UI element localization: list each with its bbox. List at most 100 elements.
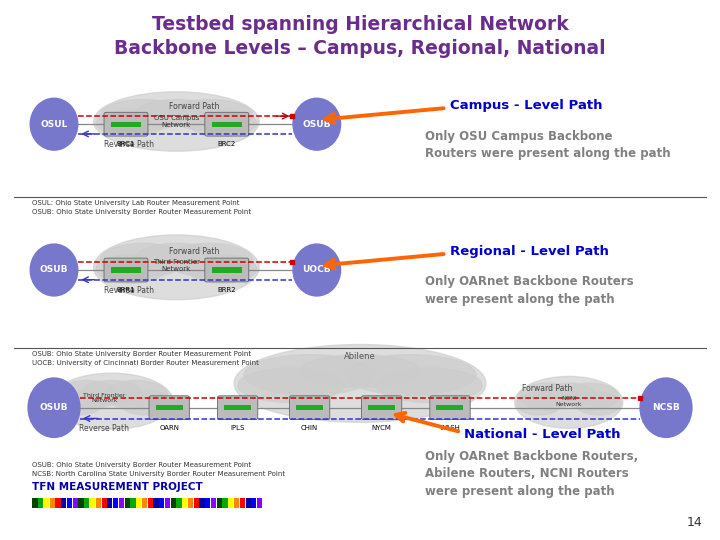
Ellipse shape bbox=[244, 355, 375, 395]
Ellipse shape bbox=[104, 381, 168, 410]
Text: OSUB: OSUB bbox=[40, 403, 68, 412]
Text: BRC1: BRC1 bbox=[117, 141, 135, 147]
Text: NCNI
Network: NCNI Network bbox=[556, 396, 582, 407]
Text: National - Level Path: National - Level Path bbox=[464, 428, 621, 441]
Bar bbox=[119, 498, 124, 508]
Bar bbox=[246, 498, 251, 508]
Bar bbox=[188, 498, 193, 508]
Bar bbox=[171, 498, 176, 508]
Ellipse shape bbox=[576, 392, 621, 415]
Bar bbox=[234, 498, 239, 508]
FancyBboxPatch shape bbox=[104, 112, 148, 136]
Bar bbox=[111, 267, 141, 273]
Text: OSUL: Ohio State University Lab Router Measurement Point: OSUL: Ohio State University Lab Router M… bbox=[32, 200, 240, 206]
Bar bbox=[222, 498, 228, 508]
Text: Forward Path: Forward Path bbox=[522, 383, 572, 393]
Bar bbox=[257, 498, 262, 508]
Text: NCSB: North Carolina State University Border Router Measurement Point: NCSB: North Carolina State University Bo… bbox=[32, 471, 286, 477]
Ellipse shape bbox=[137, 244, 216, 271]
Ellipse shape bbox=[100, 99, 186, 131]
Text: Forward Path: Forward Path bbox=[169, 247, 220, 256]
Bar bbox=[148, 498, 153, 508]
Ellipse shape bbox=[562, 383, 618, 410]
Bar bbox=[78, 498, 84, 508]
Ellipse shape bbox=[120, 390, 171, 415]
Text: Forward Path: Forward Path bbox=[169, 102, 220, 111]
Text: OSUB: OSUB bbox=[40, 266, 68, 274]
Bar bbox=[111, 122, 141, 127]
Bar bbox=[32, 498, 37, 508]
Bar bbox=[102, 498, 107, 508]
Bar bbox=[136, 498, 141, 508]
Ellipse shape bbox=[293, 98, 341, 150]
Text: OSU Campus
Network: OSU Campus Network bbox=[153, 115, 199, 128]
Ellipse shape bbox=[96, 255, 166, 283]
Bar bbox=[176, 498, 181, 508]
Ellipse shape bbox=[28, 378, 80, 437]
Text: Only OARnet Backbone Routers
were present along the path: Only OARnet Backbone Routers were presen… bbox=[425, 275, 634, 306]
Bar bbox=[50, 498, 55, 508]
Bar bbox=[296, 405, 323, 410]
Text: Reverse Path: Reverse Path bbox=[104, 286, 154, 295]
Ellipse shape bbox=[238, 368, 343, 402]
Bar bbox=[73, 498, 78, 508]
Text: 14: 14 bbox=[686, 516, 702, 529]
Text: OARN: OARN bbox=[159, 425, 179, 431]
Text: BRC2: BRC2 bbox=[217, 141, 236, 147]
Ellipse shape bbox=[293, 244, 341, 296]
Bar bbox=[199, 498, 204, 508]
Text: Third Frontier
Network: Third Frontier Network bbox=[84, 393, 125, 403]
Ellipse shape bbox=[94, 235, 259, 300]
Text: Reverse Path: Reverse Path bbox=[79, 424, 129, 433]
Bar bbox=[130, 498, 135, 508]
Ellipse shape bbox=[300, 355, 420, 387]
Text: Reverse Path: Reverse Path bbox=[104, 140, 154, 150]
Text: Campus - Level Path: Campus - Level Path bbox=[450, 99, 603, 112]
Ellipse shape bbox=[94, 92, 259, 151]
Text: BRR2: BRR2 bbox=[217, 287, 236, 293]
Ellipse shape bbox=[345, 355, 476, 395]
FancyBboxPatch shape bbox=[217, 396, 258, 420]
Bar bbox=[224, 405, 251, 410]
Bar bbox=[212, 267, 242, 273]
Text: IPLS: IPLS bbox=[230, 425, 245, 431]
Bar bbox=[194, 498, 199, 508]
Text: OSUB: Ohio State University Border Router Measurement Point: OSUB: Ohio State University Border Route… bbox=[32, 209, 251, 215]
Ellipse shape bbox=[82, 381, 141, 404]
Ellipse shape bbox=[96, 110, 166, 136]
Ellipse shape bbox=[640, 378, 692, 437]
Text: Third Frontier
Network: Third Frontier Network bbox=[153, 259, 200, 272]
FancyBboxPatch shape bbox=[430, 396, 470, 420]
Bar bbox=[251, 498, 256, 508]
Ellipse shape bbox=[53, 390, 104, 415]
Text: BRR1: BRR1 bbox=[117, 287, 135, 293]
Text: NYCM: NYCM bbox=[372, 425, 392, 431]
Text: WASH: WASH bbox=[440, 425, 460, 431]
Ellipse shape bbox=[519, 383, 575, 410]
Text: Regional - Level Path: Regional - Level Path bbox=[450, 245, 609, 258]
Bar bbox=[61, 498, 66, 508]
Bar bbox=[55, 498, 60, 508]
FancyBboxPatch shape bbox=[204, 258, 249, 282]
Ellipse shape bbox=[187, 255, 257, 283]
FancyBboxPatch shape bbox=[104, 258, 148, 282]
Bar bbox=[217, 498, 222, 508]
Bar bbox=[228, 498, 233, 508]
FancyBboxPatch shape bbox=[204, 112, 249, 136]
Bar bbox=[84, 498, 89, 508]
Text: Backbone Levels – Campus, Regional, National: Backbone Levels – Campus, Regional, Nati… bbox=[114, 39, 606, 58]
Bar bbox=[44, 498, 49, 508]
Text: UOCB: University of Cincinnati Border Router Measurement Point: UOCB: University of Cincinnati Border Ro… bbox=[32, 360, 259, 366]
Ellipse shape bbox=[515, 376, 623, 428]
Text: Only OSU Campus Backbone
Routers were present along the path: Only OSU Campus Backbone Routers were pr… bbox=[425, 130, 670, 160]
Text: Abilene: Abilene bbox=[344, 352, 376, 361]
Bar bbox=[96, 498, 101, 508]
Bar bbox=[153, 498, 158, 508]
Ellipse shape bbox=[137, 99, 216, 125]
Ellipse shape bbox=[166, 244, 253, 277]
FancyBboxPatch shape bbox=[289, 396, 330, 420]
Ellipse shape bbox=[166, 99, 253, 131]
Ellipse shape bbox=[234, 345, 486, 422]
Bar bbox=[436, 405, 464, 410]
Ellipse shape bbox=[50, 373, 173, 429]
